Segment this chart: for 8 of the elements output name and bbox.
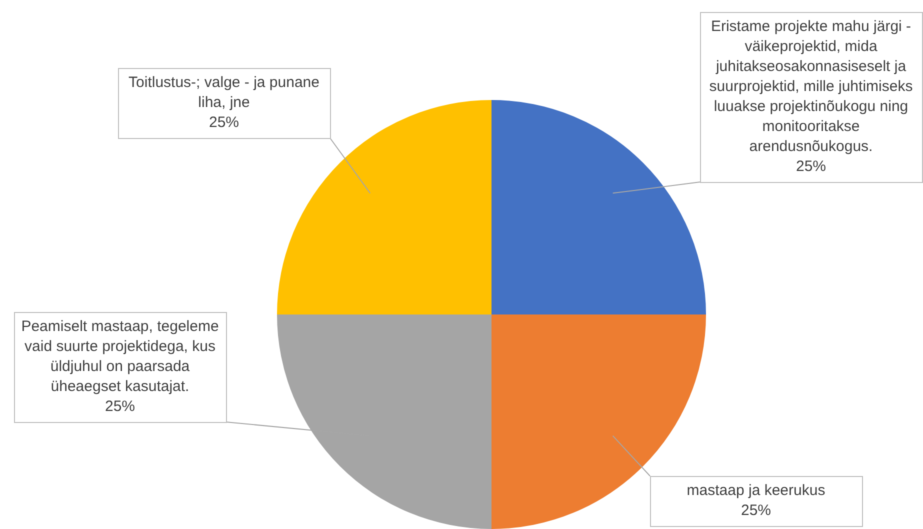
slice-label: Toitlustus-; valge - ja punane liha, jne xyxy=(128,74,320,112)
slice-label: mastaap ja keerukus xyxy=(686,482,826,500)
data-label: 25% xyxy=(104,398,136,416)
data-label: 25% xyxy=(208,114,240,132)
data-label: 25% xyxy=(796,158,826,176)
slice-label: Eristame projekte mahu järgi - väikeprojektid, mida juhitakseosakonnasiseselt ja suurprojektid, mille juhtimiseks luuakse projektinõukogu ning monitooritakse arendusnõukogus. xyxy=(709,18,913,156)
data-label: 25% xyxy=(740,502,772,520)
slice-label: Peamiselt mastaap, tegeleme vaid suurte projektidega, kus üldjuhul on paarsada üheaegset kasutajat. xyxy=(21,318,219,396)
